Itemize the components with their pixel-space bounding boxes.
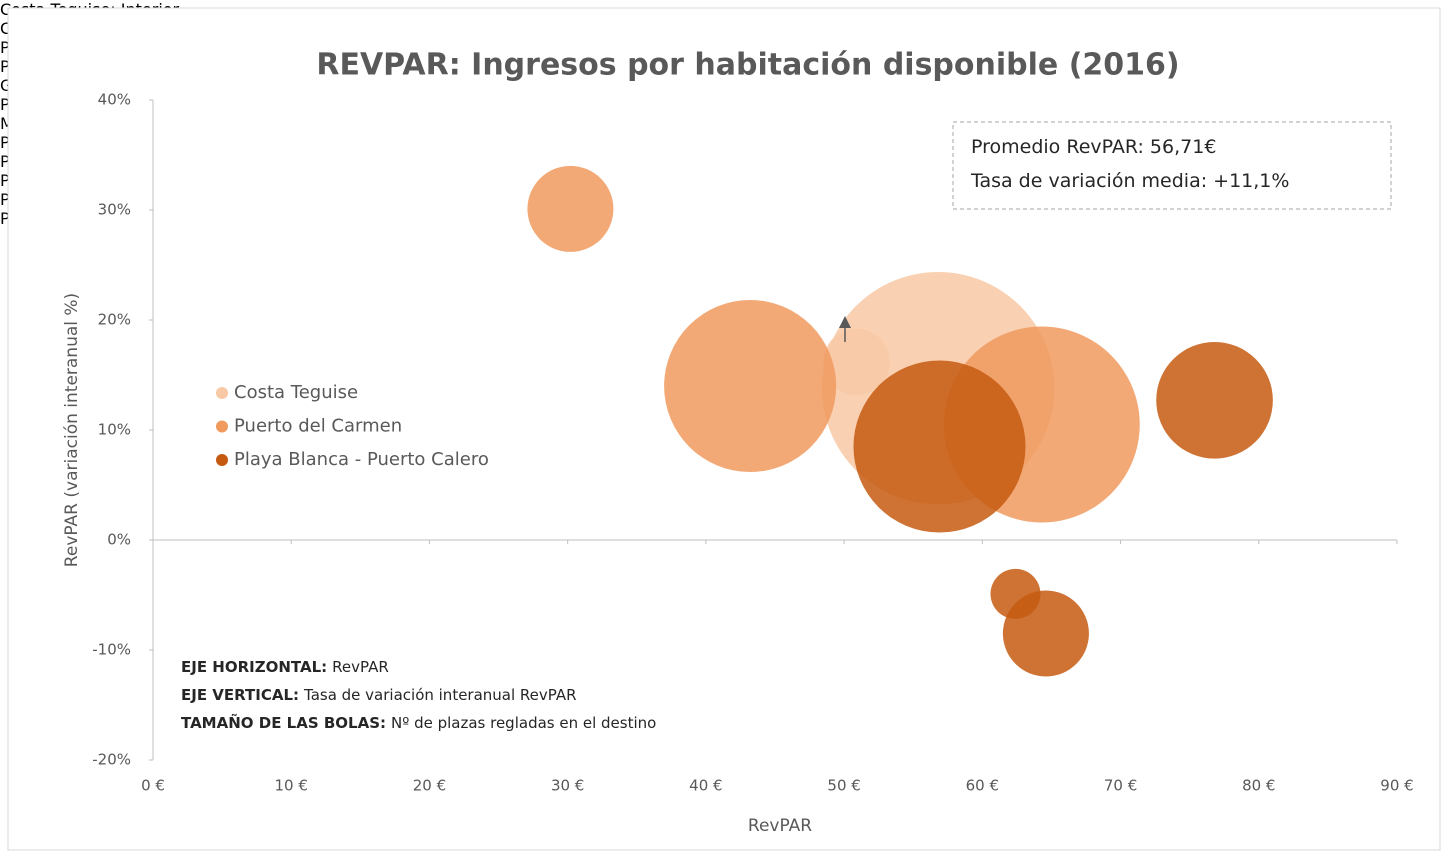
legend-label: Playa Blanca - Puerto Calero	[234, 449, 489, 470]
bubble	[1002, 590, 1089, 677]
y-tick-label: -10%	[92, 641, 131, 659]
x-axis-title: RevPAR	[748, 816, 812, 836]
legend-marker	[216, 454, 228, 466]
bubble	[664, 299, 837, 473]
x-tick-label: 80 €	[1242, 777, 1275, 795]
note-key: EJE VERTICAL:	[181, 686, 300, 704]
bubble	[527, 165, 614, 252]
legend-marker	[216, 420, 228, 433]
x-tick-label: 60 €	[966, 777, 999, 795]
y-tick-label: 30%	[98, 201, 131, 219]
y-axis-title: RevPAR (variación interanual %)	[62, 293, 82, 567]
annotation: Promedio RevPAR: 56,71€	[971, 136, 1217, 158]
bubble	[853, 360, 1026, 533]
bubble	[1156, 341, 1273, 459]
y-tick-label: 0%	[107, 531, 131, 549]
annotation-box	[952, 121, 1392, 210]
legend-label: Costa Teguise	[234, 382, 358, 403]
x-tick-label: 70 €	[1104, 777, 1137, 795]
note-key: TAMAÑO DE LAS BOLAS:	[181, 714, 387, 732]
note: TAMAÑO DE LAS BOLAS: Nº de plazas reglada…	[181, 714, 656, 732]
y-tick-label: 10%	[98, 421, 131, 439]
x-tick-label: 10 €	[275, 777, 308, 795]
legend-label: Puerto del Carmen	[234, 416, 402, 437]
legend-marker	[216, 387, 228, 399]
x-tick-label: 0 €	[141, 777, 165, 795]
y-tick-label: 40%	[98, 91, 131, 109]
chart-title: REVPAR: Ingresos por habitación disponib…	[316, 48, 1179, 83]
plot	[149, 99, 1398, 761]
y-tick-label: 20%	[98, 311, 131, 329]
note-key: EJE HORIZONTAL:	[181, 658, 328, 676]
annotation: Tasa de variación media: +11,1%	[971, 170, 1290, 192]
x-tick-label: 20 €	[413, 777, 446, 795]
x-tick-label: 40 €	[689, 777, 722, 795]
x-tick-label: 90 €	[1380, 777, 1413, 795]
note-text: Nº de plazas regladas en el destino	[391, 714, 657, 732]
x-tick-label: 50 €	[827, 777, 860, 795]
note: EJE VERTICAL: Tasa de variación interanua…	[181, 686, 577, 704]
y-tick-label: -20%	[92, 751, 131, 769]
note-text: RevPAR	[332, 658, 389, 676]
note-text: Tasa de variación interanual RevPAR	[304, 686, 577, 704]
arrow-head	[839, 316, 851, 328]
x-tick-label: 30 €	[551, 777, 584, 795]
note: EJE HORIZONTAL: RevPAR	[181, 658, 389, 676]
